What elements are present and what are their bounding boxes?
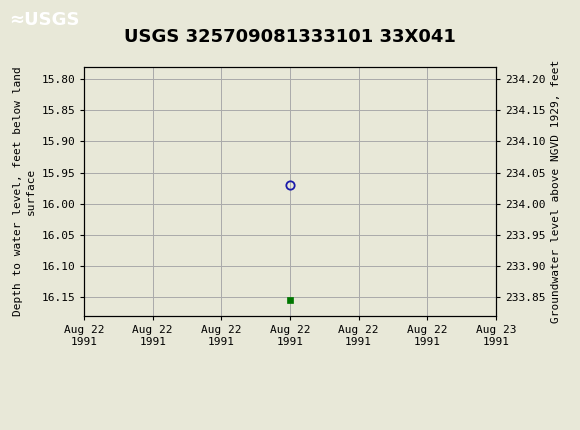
Text: ≈USGS: ≈USGS bbox=[9, 12, 79, 29]
Text: USGS 325709081333101 33X041: USGS 325709081333101 33X041 bbox=[124, 28, 456, 46]
Y-axis label: Groundwater level above NGVD 1929, feet: Groundwater level above NGVD 1929, feet bbox=[551, 60, 561, 323]
Y-axis label: Depth to water level, feet below land
surface: Depth to water level, feet below land su… bbox=[13, 67, 36, 316]
